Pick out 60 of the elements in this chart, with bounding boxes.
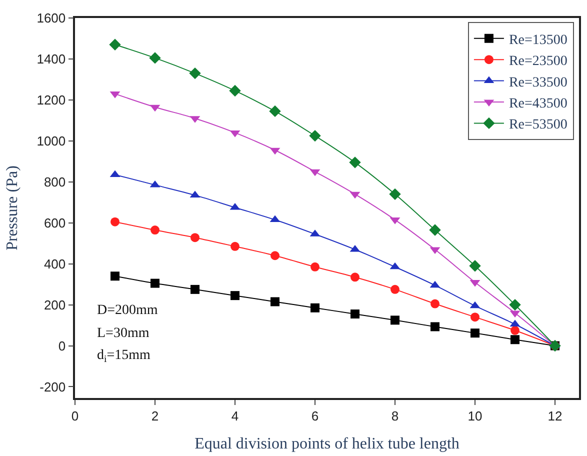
point <box>470 328 480 338</box>
point <box>149 52 161 64</box>
y-tick-label: 600 <box>44 215 66 230</box>
x-tick-label: 8 <box>391 408 399 424</box>
y-tick-label: 1200 <box>36 92 66 108</box>
y-tick-label: 1400 <box>36 52 66 67</box>
point <box>270 297 280 306</box>
point <box>190 233 200 242</box>
point <box>390 316 400 325</box>
point <box>430 299 440 308</box>
point <box>190 284 200 294</box>
point <box>310 262 320 272</box>
point <box>509 298 521 311</box>
point <box>229 84 241 97</box>
legend-label: Re=53500 <box>508 118 568 133</box>
y-tick-label: 1600 <box>36 10 66 26</box>
y-tick-label: 0 <box>58 338 66 354</box>
point <box>150 278 160 288</box>
point <box>189 67 201 80</box>
annotation: D=200mm <box>97 303 158 318</box>
x-tick-label: 4 <box>231 408 239 424</box>
point <box>110 217 120 226</box>
point <box>230 242 240 251</box>
point <box>510 335 520 344</box>
point <box>349 156 361 168</box>
point <box>109 38 121 50</box>
point <box>470 312 480 322</box>
point <box>269 105 281 118</box>
y-tick-label: 800 <box>44 174 66 190</box>
annotation: d$_{i}$=15mm <box>97 348 151 365</box>
annotation: L=30mm <box>97 326 150 341</box>
x-tick-label: 6 <box>311 408 319 424</box>
x-axis-title: Equal division points of helix tube length <box>194 436 460 453</box>
point <box>230 291 240 300</box>
legend-label: Re=43500 <box>508 96 568 112</box>
point <box>350 310 360 319</box>
y-tick-label: 1000 <box>36 133 66 148</box>
legend-label: Re=33500 <box>508 75 568 90</box>
y-tick-label: 200 <box>44 297 66 312</box>
point <box>510 326 520 335</box>
point <box>150 226 160 235</box>
y-tick-label: -200 <box>40 379 66 394</box>
point <box>430 322 440 332</box>
legend-label: Re=23500 <box>508 54 568 70</box>
x-tick-label: 10 <box>468 408 482 424</box>
point <box>429 224 441 236</box>
point <box>110 272 120 281</box>
point <box>310 303 320 312</box>
point <box>270 251 280 260</box>
x-tick-label: 2 <box>151 408 159 424</box>
point <box>350 272 360 282</box>
legend-label: Re=13500 <box>508 32 568 48</box>
point <box>309 130 321 142</box>
point <box>389 188 401 200</box>
y-tick-label: 400 <box>44 256 66 272</box>
y-axis-title: Pressure (Pa) <box>4 166 22 250</box>
x-tick-label: 0 <box>71 408 79 424</box>
point <box>469 260 481 272</box>
x-tick-label: 12 <box>548 408 562 424</box>
point <box>390 284 400 294</box>
